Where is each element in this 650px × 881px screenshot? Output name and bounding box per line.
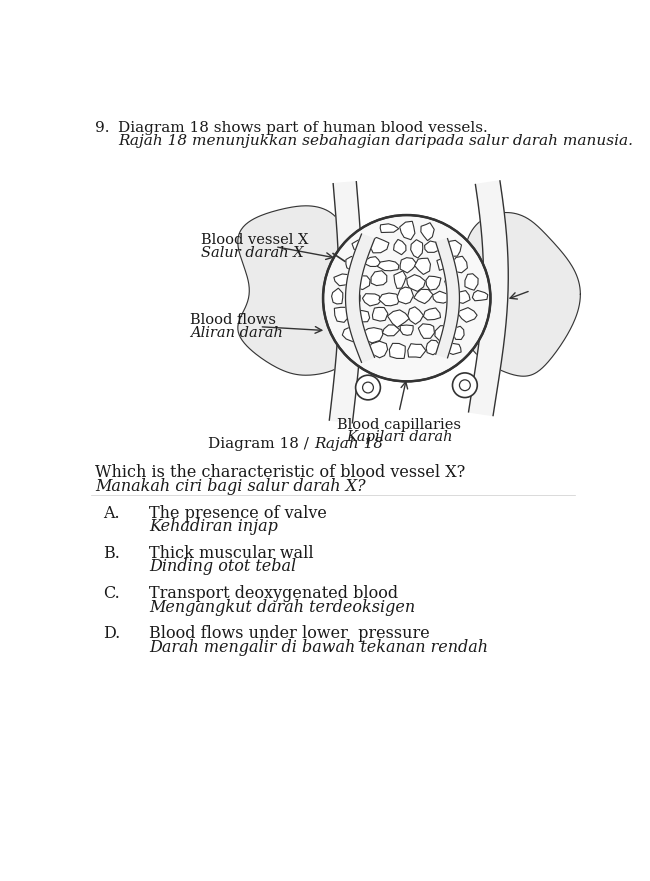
Circle shape xyxy=(460,380,471,390)
Text: Mengangkut darah terdeoksigen: Mengangkut darah terdeoksigen xyxy=(150,598,415,616)
Circle shape xyxy=(323,215,491,381)
Polygon shape xyxy=(436,239,460,358)
Circle shape xyxy=(452,373,477,397)
Text: Kapilari darah: Kapilari darah xyxy=(346,430,452,444)
Polygon shape xyxy=(389,344,405,359)
Polygon shape xyxy=(365,256,381,266)
Text: Rajah 18: Rajah 18 xyxy=(314,437,383,451)
Polygon shape xyxy=(465,274,478,290)
Text: Rajah 18 menunjukkan sebahagian daripada salur darah manusia.: Rajah 18 menunjukkan sebahagian daripada… xyxy=(118,134,634,148)
Text: Kehadiran injap: Kehadiran injap xyxy=(150,518,278,536)
Polygon shape xyxy=(407,275,425,292)
Polygon shape xyxy=(452,291,470,303)
Polygon shape xyxy=(387,310,410,328)
Polygon shape xyxy=(414,289,433,304)
Polygon shape xyxy=(451,256,467,273)
Polygon shape xyxy=(400,257,417,273)
Polygon shape xyxy=(411,240,422,258)
Polygon shape xyxy=(378,261,399,270)
Polygon shape xyxy=(408,307,423,324)
Text: 9.: 9. xyxy=(95,121,110,135)
Polygon shape xyxy=(380,224,399,233)
Polygon shape xyxy=(382,325,400,336)
Polygon shape xyxy=(346,234,374,362)
Text: D.: D. xyxy=(103,625,120,641)
Text: Transport deoxygenated blood: Transport deoxygenated blood xyxy=(150,585,398,602)
Text: Thick muscular wall: Thick muscular wall xyxy=(150,544,314,561)
Polygon shape xyxy=(464,212,580,376)
Polygon shape xyxy=(419,324,434,338)
Polygon shape xyxy=(334,307,349,322)
Text: Blood vessel X: Blood vessel X xyxy=(202,233,309,247)
Polygon shape xyxy=(330,181,362,423)
Text: Diagram 18 shows part of human blood vessels.: Diagram 18 shows part of human blood ves… xyxy=(118,121,488,135)
Polygon shape xyxy=(361,328,383,343)
Polygon shape xyxy=(447,307,460,320)
Polygon shape xyxy=(394,270,406,288)
Polygon shape xyxy=(437,259,450,270)
Polygon shape xyxy=(334,274,354,285)
Polygon shape xyxy=(433,292,452,303)
Text: C.: C. xyxy=(103,585,120,602)
Polygon shape xyxy=(372,307,388,321)
Polygon shape xyxy=(343,327,362,342)
Polygon shape xyxy=(357,341,370,355)
Text: B.: B. xyxy=(103,544,120,561)
Text: Salur darah X: Salur darah X xyxy=(202,246,304,260)
Polygon shape xyxy=(353,310,370,322)
Polygon shape xyxy=(469,181,508,416)
Text: Blood capillaries: Blood capillaries xyxy=(337,418,461,432)
Polygon shape xyxy=(393,240,406,255)
Text: Blood flows under lower  pressure: Blood flows under lower pressure xyxy=(150,625,430,641)
Polygon shape xyxy=(400,325,413,336)
Polygon shape xyxy=(397,287,413,304)
Polygon shape xyxy=(458,307,477,322)
Polygon shape xyxy=(452,326,464,339)
Text: Darah mengalir di bawah tekanan rendah: Darah mengalir di bawah tekanan rendah xyxy=(150,639,488,655)
Polygon shape xyxy=(346,256,359,271)
Polygon shape xyxy=(332,288,343,304)
Polygon shape xyxy=(426,340,441,355)
Circle shape xyxy=(363,382,373,393)
Polygon shape xyxy=(446,241,462,256)
Polygon shape xyxy=(238,206,396,375)
Circle shape xyxy=(356,375,380,400)
Polygon shape xyxy=(363,293,381,306)
Polygon shape xyxy=(435,326,451,341)
Polygon shape xyxy=(371,270,387,285)
Polygon shape xyxy=(442,344,461,354)
Polygon shape xyxy=(350,286,360,306)
Text: Aliran darah: Aliran darah xyxy=(190,326,283,340)
Polygon shape xyxy=(379,293,400,306)
Polygon shape xyxy=(421,223,434,241)
Text: Blood flows: Blood flows xyxy=(190,313,276,327)
Polygon shape xyxy=(370,238,389,253)
Text: A.: A. xyxy=(103,505,120,522)
Text: Which is the characteristic of blood vessel X?: Which is the characteristic of blood ves… xyxy=(95,463,465,481)
Polygon shape xyxy=(445,276,458,287)
Polygon shape xyxy=(473,291,488,300)
Text: The presence of valve: The presence of valve xyxy=(150,505,328,522)
Polygon shape xyxy=(400,221,415,240)
Polygon shape xyxy=(369,341,387,358)
Text: Diagram 18 /: Diagram 18 / xyxy=(208,437,314,451)
Polygon shape xyxy=(423,308,441,320)
Polygon shape xyxy=(352,239,365,252)
Polygon shape xyxy=(424,241,439,252)
Polygon shape xyxy=(349,276,370,290)
Polygon shape xyxy=(408,344,426,358)
Polygon shape xyxy=(426,276,441,290)
Text: Dinding otot tebal: Dinding otot tebal xyxy=(150,559,296,575)
Polygon shape xyxy=(415,258,430,275)
Text: Manakah ciri bagi salur darah X?: Manakah ciri bagi salur darah X? xyxy=(95,478,366,494)
